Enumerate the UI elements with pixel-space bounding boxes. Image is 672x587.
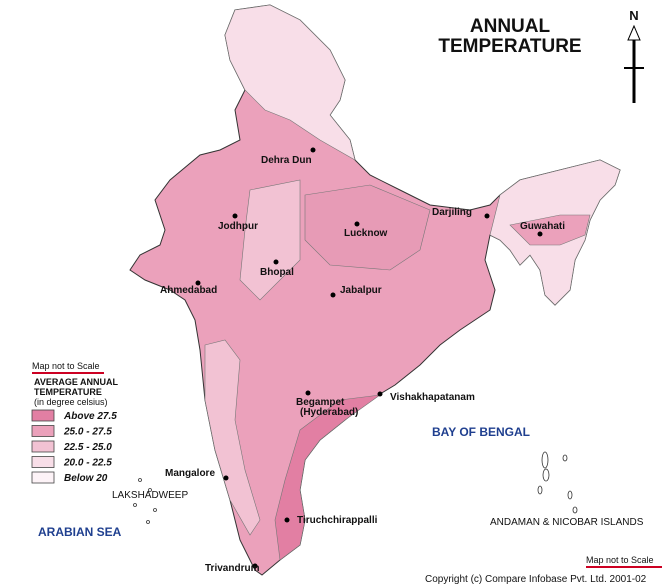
city-dot bbox=[305, 390, 311, 396]
legend-swatch bbox=[31, 409, 55, 422]
city-dot bbox=[252, 563, 258, 569]
city-dot bbox=[377, 391, 383, 397]
legend-unit: (in degree celsius) bbox=[34, 397, 108, 407]
north-arrow-head bbox=[627, 24, 641, 41]
city-dot bbox=[223, 475, 229, 481]
city-dot bbox=[232, 213, 238, 219]
legend-label: 25.0 - 27.5 bbox=[63, 427, 112, 438]
city-dot bbox=[310, 147, 316, 153]
city-dot bbox=[330, 292, 336, 298]
legend-heading: AVERAGE ANNUAL bbox=[34, 377, 119, 387]
legend-label: 22.5 - 25.0 bbox=[63, 442, 112, 453]
city-label: Darjiling bbox=[432, 207, 472, 218]
legend-swatch bbox=[31, 440, 55, 453]
city-label: Begampet bbox=[296, 397, 345, 408]
city-dot bbox=[284, 517, 290, 523]
city-label: (Hyderabad) bbox=[300, 407, 358, 418]
city-label: Guwahati bbox=[520, 221, 565, 232]
city-dot bbox=[273, 259, 279, 265]
legend-label: Above 27.5 bbox=[63, 411, 117, 422]
city-label: Dehra Dun bbox=[261, 155, 312, 166]
india-outline bbox=[129, 4, 621, 576]
lakshadweep-islands bbox=[133, 478, 157, 524]
place-label: LAKSHADWEEP bbox=[112, 490, 188, 501]
city-label: Lucknow bbox=[344, 228, 388, 239]
city-label: Tiruchchirappalli bbox=[297, 515, 378, 526]
map-title: ANNUAL bbox=[470, 16, 551, 37]
north-label: N bbox=[629, 8, 638, 23]
city-dot bbox=[537, 231, 543, 237]
legend-label: Below 20 bbox=[64, 473, 108, 484]
city-label: Vishakhapatanam bbox=[390, 392, 475, 403]
city-label: Jabalpur bbox=[340, 285, 382, 296]
legend: Above 27.5 25.0 - 27.5 22.5 - 25.0 20.0 - 2… bbox=[31, 409, 117, 484]
city-label: Ahmedabad bbox=[160, 285, 217, 296]
legend-heading: TEMPERATURE bbox=[34, 387, 102, 397]
city-label: Bhopal bbox=[260, 267, 294, 278]
city-label: Trivandrum bbox=[205, 563, 260, 574]
city-dot bbox=[354, 221, 360, 227]
city-dot bbox=[484, 213, 490, 219]
city-dot bbox=[195, 280, 201, 286]
legend-swatch bbox=[31, 425, 55, 437]
legend-swatch bbox=[31, 471, 55, 484]
sea-label: ARABIAN SEA bbox=[38, 525, 122, 539]
cities: Dehra Dun Jodhpur Lucknow Darjiling Guwahati… bbox=[160, 147, 565, 574]
legend-swatch bbox=[31, 456, 55, 468]
city-label: Jodhpur bbox=[218, 221, 258, 232]
region-plateau bbox=[204, 339, 261, 536]
place-label: ANDAMAN & NICOBAR ISLANDS bbox=[490, 517, 644, 528]
region-central bbox=[239, 179, 301, 301]
region-valley bbox=[509, 214, 591, 246]
city-label: Mangalore bbox=[165, 468, 215, 479]
legend-label: 20.0 - 22.5 bbox=[63, 458, 112, 469]
copyright: Copyright (c) Compare Infobase Pvt. Ltd.… bbox=[425, 574, 647, 585]
region-ganga bbox=[304, 184, 431, 271]
sea-label: BAY OF BENGAL bbox=[432, 425, 530, 439]
andaman-islands bbox=[537, 451, 578, 514]
scale-note: Map not to Scale bbox=[586, 555, 654, 565]
legend-note: Map not to Scale bbox=[32, 361, 100, 371]
region-cool bbox=[224, 4, 356, 161]
map-title: TEMPERATURE bbox=[438, 36, 581, 57]
